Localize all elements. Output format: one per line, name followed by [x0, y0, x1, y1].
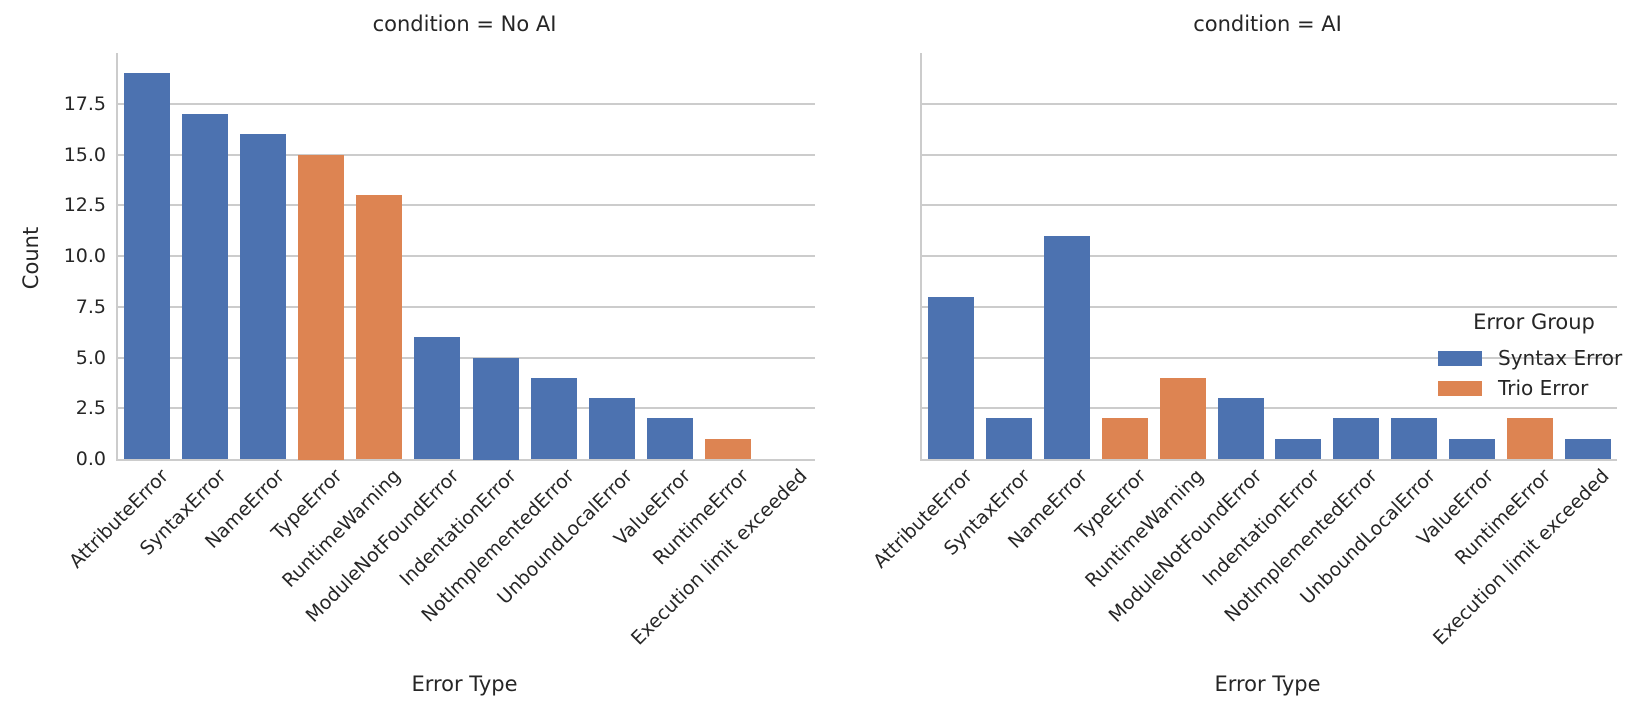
bar-runtimewarning	[356, 195, 402, 459]
gridline	[118, 154, 815, 156]
legend: Error Group Syntax Error Trio Error	[1436, 310, 1632, 403]
gridline	[118, 103, 815, 105]
bar-typeerror	[298, 155, 344, 460]
bar-valueerror	[1449, 439, 1495, 459]
gridline	[118, 204, 815, 206]
y-tick-label: 7.5	[75, 296, 106, 318]
bar-syntaxerror	[182, 114, 228, 459]
bar-unboundlocalerror	[589, 398, 635, 459]
y-tick-label: 12.5	[63, 194, 106, 216]
y-tick-label: 17.5	[63, 93, 106, 115]
gridline	[922, 306, 1617, 308]
plot-area-ai	[920, 53, 1617, 461]
bar-nameerror	[1044, 236, 1090, 459]
gridline	[922, 357, 1617, 359]
plot-area-no-ai	[116, 53, 815, 461]
bar-modulenotfounderror	[414, 337, 460, 459]
x-tick-label-attributeerror: AttributeError	[868, 465, 977, 573]
y-tick-label: 2.5	[75, 397, 106, 419]
gridline	[922, 407, 1617, 409]
bar-nameerror	[240, 134, 286, 459]
bar-unboundlocalerror	[1391, 418, 1437, 459]
x-axis-label-ai: Error Type	[1214, 672, 1321, 696]
y-tick-label: 0.0	[75, 448, 106, 470]
gridline	[118, 306, 815, 308]
facet-title-no-ai: condition = No AI	[372, 12, 557, 36]
gridline	[922, 154, 1617, 156]
legend-item-trio-error: Trio Error	[1436, 373, 1632, 403]
x-tick-label-attributeerror: AttributeError	[64, 465, 173, 573]
legend-item-syntax-error: Syntax Error	[1436, 343, 1632, 373]
legend-label: Trio Error	[1498, 376, 1589, 400]
bar-syntaxerror	[986, 418, 1032, 459]
y-tick-label: 5.0	[75, 347, 106, 369]
bar-runtimewarning	[1160, 378, 1206, 459]
legend-label: Syntax Error	[1498, 346, 1623, 370]
gridline	[118, 357, 815, 359]
bar-indentationerror	[473, 358, 519, 460]
gridline	[922, 204, 1617, 206]
y-tick-label: 10.0	[63, 245, 106, 267]
bar-modulenotfounderror	[1218, 398, 1264, 459]
bar-notimplementederror	[1333, 418, 1379, 459]
bar-runtimeerror	[705, 439, 751, 459]
gridline	[922, 255, 1617, 257]
bar-indentationerror	[1275, 439, 1321, 459]
gridline	[118, 255, 815, 257]
trio-error-swatch	[1438, 380, 1482, 396]
x-axis-label-no-ai: Error Type	[411, 672, 518, 696]
bar-notimplementederror	[531, 378, 577, 459]
gridline	[118, 407, 815, 409]
bar-typeerror	[1102, 418, 1148, 459]
bar-attributeerror	[928, 297, 974, 459]
y-tick-label: 15.0	[63, 144, 106, 166]
legend-title: Error Group	[1473, 310, 1595, 334]
syntax-error-swatch	[1438, 350, 1482, 366]
gridline	[922, 103, 1617, 105]
bar-valueerror	[647, 418, 693, 459]
bar-attributeerror	[124, 73, 170, 459]
bar-runtimeerror	[1507, 418, 1553, 459]
facet-title-ai: condition = AI	[1193, 12, 1342, 36]
bar-execution-limit-exceeded	[1565, 439, 1611, 459]
